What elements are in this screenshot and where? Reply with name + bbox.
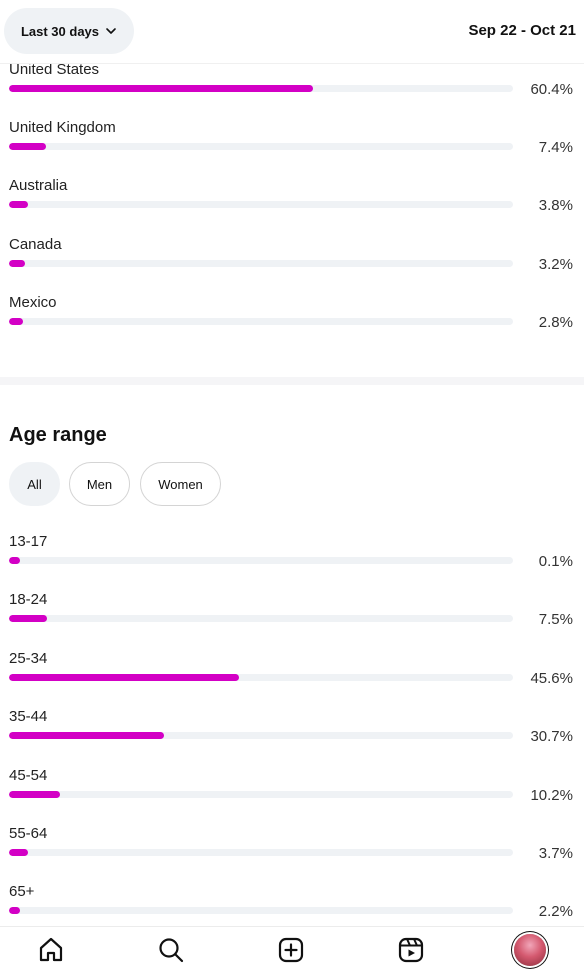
percentage-bar-track bbox=[9, 318, 513, 325]
age-label: 35-44 bbox=[9, 708, 48, 725]
chevron-down-icon bbox=[106, 28, 116, 34]
country-label: Australia bbox=[9, 177, 68, 194]
country-label: Mexico bbox=[9, 294, 57, 311]
country-row-mexico: Mexico 2.8% bbox=[9, 294, 575, 344]
age-label: 25-34 bbox=[9, 650, 48, 667]
home-icon[interactable] bbox=[37, 936, 65, 964]
country-row-united-states: United States 60.4% bbox=[9, 61, 575, 111]
percentage-value: 60.4% bbox=[530, 81, 573, 98]
percentage-value: 2.8% bbox=[538, 314, 573, 331]
country-label: Canada bbox=[9, 236, 62, 253]
percentage-bar-track bbox=[9, 791, 513, 798]
search-icon[interactable] bbox=[157, 936, 185, 964]
percentage-bar-track bbox=[9, 907, 513, 914]
reels-icon[interactable] bbox=[397, 936, 425, 964]
insights-scroll-area[interactable]: United States 60.4% United Kingdom 7.4% … bbox=[0, 0, 584, 926]
date-range-dropdown[interactable]: Last 30 days bbox=[4, 8, 134, 54]
percentage-bar-track bbox=[9, 557, 513, 564]
age-range-title: Age range bbox=[9, 424, 107, 446]
filter-chip-women[interactable]: Women bbox=[140, 462, 221, 506]
percentage-bar-fill bbox=[9, 201, 29, 208]
percentage-bar-fill bbox=[9, 318, 24, 325]
country-row-united-kingdom: United Kingdom 7.4% bbox=[9, 119, 575, 169]
percentage-bar-fill bbox=[9, 849, 28, 856]
percentage-bar-track bbox=[9, 615, 513, 622]
percentage-value: 30.7% bbox=[530, 728, 573, 745]
percentage-bar-fill bbox=[9, 674, 239, 681]
percentage-bar-fill bbox=[9, 732, 164, 739]
percentage-bar-fill bbox=[9, 791, 61, 798]
percentage-bar-fill bbox=[9, 907, 21, 914]
percentage-bar-track bbox=[9, 732, 513, 739]
age-label: 18-24 bbox=[9, 591, 48, 608]
filter-chip-men[interactable]: Men bbox=[69, 462, 130, 506]
age-row-25-34: 25-34 45.6% bbox=[9, 650, 575, 700]
percentage-value: 3.8% bbox=[538, 197, 573, 214]
age-label: 13-17 bbox=[9, 533, 48, 550]
percentage-bar-track bbox=[9, 260, 513, 267]
age-row-35-44: 35-44 30.7% bbox=[9, 708, 575, 758]
date-range-text: Sep 22 - Oct 21 bbox=[468, 22, 576, 39]
country-label: United States bbox=[9, 61, 100, 78]
age-row-18-24: 18-24 7.5% bbox=[9, 591, 575, 641]
percentage-value: 45.6% bbox=[530, 670, 573, 687]
percentage-value: 3.7% bbox=[538, 845, 573, 862]
date-range-dropdown-label: Last 30 days bbox=[20, 23, 100, 39]
percentage-value: 10.2% bbox=[530, 787, 573, 804]
age-label: 65+ bbox=[9, 883, 35, 900]
percentage-bar-fill bbox=[9, 143, 47, 150]
bottom-navigation bbox=[0, 926, 584, 972]
age-label: 45-54 bbox=[9, 767, 48, 784]
percentage-value: 7.5% bbox=[538, 611, 573, 628]
country-row-australia: Australia 3.8% bbox=[9, 177, 575, 227]
percentage-value: 2.2% bbox=[538, 903, 573, 920]
percentage-bar-track bbox=[9, 201, 513, 208]
country-label: United Kingdom bbox=[9, 119, 116, 136]
country-row-canada: Canada 3.2% bbox=[9, 236, 575, 286]
percentage-bar-fill bbox=[9, 615, 47, 622]
section-divider bbox=[0, 377, 584, 385]
create-icon[interactable] bbox=[277, 936, 305, 964]
age-row-45-54: 45-54 10.2% bbox=[9, 767, 575, 817]
age-row-65-plus: 65+ 2.2% bbox=[9, 883, 575, 926]
age-label: 55-64 bbox=[9, 825, 48, 842]
percentage-bar-track bbox=[9, 85, 513, 92]
percentage-value: 0.1% bbox=[538, 553, 573, 570]
percentage-bar-track bbox=[9, 674, 513, 681]
insights-header: Last 30 days Sep 22 - Oct 21 bbox=[0, 0, 584, 64]
age-row-13-17: 13-17 0.1% bbox=[9, 533, 575, 583]
percentage-bar-fill bbox=[9, 557, 21, 564]
age-row-55-64: 55-64 3.7% bbox=[9, 825, 575, 875]
percentage-bar-track bbox=[9, 849, 513, 856]
percentage-bar-fill bbox=[9, 260, 26, 267]
profile-avatar[interactable] bbox=[514, 934, 546, 966]
filter-chip-all[interactable]: All bbox=[9, 462, 60, 506]
percentage-value: 3.2% bbox=[538, 256, 573, 273]
percentage-bar-track bbox=[9, 143, 513, 150]
percentage-bar-fill bbox=[9, 85, 314, 92]
percentage-value: 7.4% bbox=[538, 139, 573, 156]
